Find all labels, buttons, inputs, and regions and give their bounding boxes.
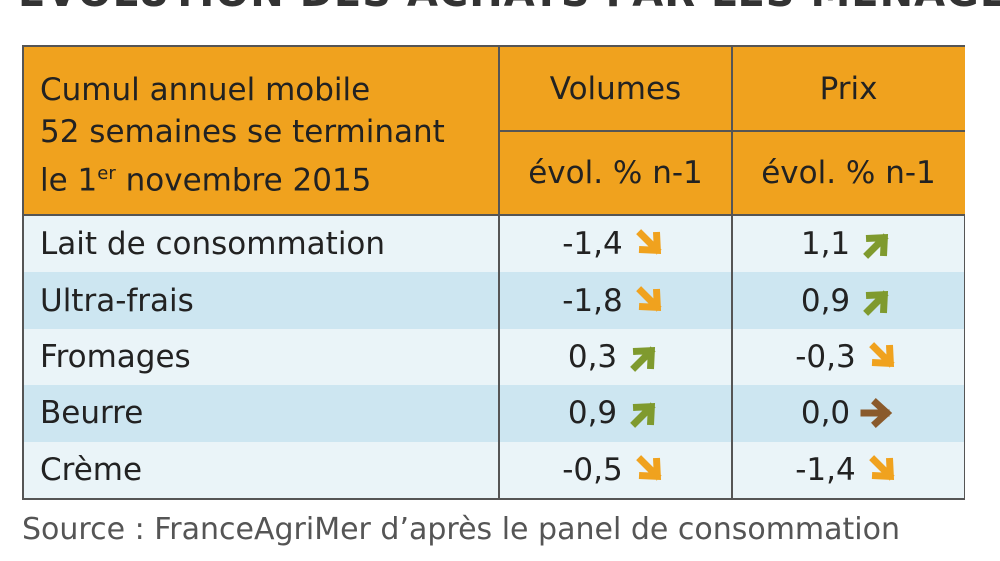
column-header: Prix [732,47,965,131]
row-label: Ultra-frais [24,272,498,329]
trend-arrow [635,229,662,255]
value-cell: -1,4 [500,216,731,273]
row-label: Fromages [24,328,498,386]
value: -1,8 [562,282,623,319]
value: -0,3 [795,338,856,375]
value-cell: 1,1 [733,216,964,273]
trend-arrow [635,454,662,481]
value: -0,5 [562,451,623,488]
value: -1,4 [562,226,623,263]
source: Source : FranceAgriMer d’après le panel … [22,512,900,547]
row-label: Lait de consommation [24,216,498,273]
superscript: er [97,163,116,184]
column-header: Volumes [499,47,732,131]
row-label: Beurre [24,385,498,442]
header-text: novembre 2015 [115,162,372,199]
column-subheader: évol. % n-1 [499,131,732,215]
value-cell: -1,4 [733,441,964,498]
trend-arrow [868,342,895,368]
value: 0,9 [800,282,851,319]
trend-arrow [863,289,889,316]
value-cell: 0,0 [733,385,964,442]
value: -1,4 [795,451,856,488]
divider [731,47,733,498]
trend-arrow [630,402,656,429]
trend-arrow [630,346,656,372]
header-line: le 1er novembre 2015 [40,153,371,201]
value-cell: -0,3 [733,328,964,386]
header-text: le 1 [40,162,98,199]
table: Cumul annuel mobile 52 semaines se termi… [22,45,965,500]
value: 0,3 [567,338,618,375]
value: 1,1 [800,226,851,263]
value: 0,0 [800,395,851,432]
value-cell: -0,5 [500,441,731,498]
trend-arrow [635,285,662,312]
divider [498,47,500,498]
title: ÉVOLUTION DES ACHATS PAR LES MÉNAGES [18,0,1000,16]
value-cell: 0,9 [733,272,964,329]
value: 0,9 [567,395,618,432]
header-label: Cumul annuel mobile 52 semaines se termi… [24,47,499,215]
column-subheader: évol. % n-1 [732,131,965,215]
divider [24,214,965,216]
value-cell: -1,8 [500,272,731,329]
value-cell: 0,3 [500,328,731,386]
value-cell: 0,9 [500,385,731,442]
header-line: 52 semaines se terminant [40,114,445,150]
trend-arrow [868,454,895,481]
row-label: Crème [24,441,498,498]
trend-arrow [860,398,893,429]
trend-arrow [863,233,889,260]
header-line: Cumul annuel mobile [40,72,371,108]
